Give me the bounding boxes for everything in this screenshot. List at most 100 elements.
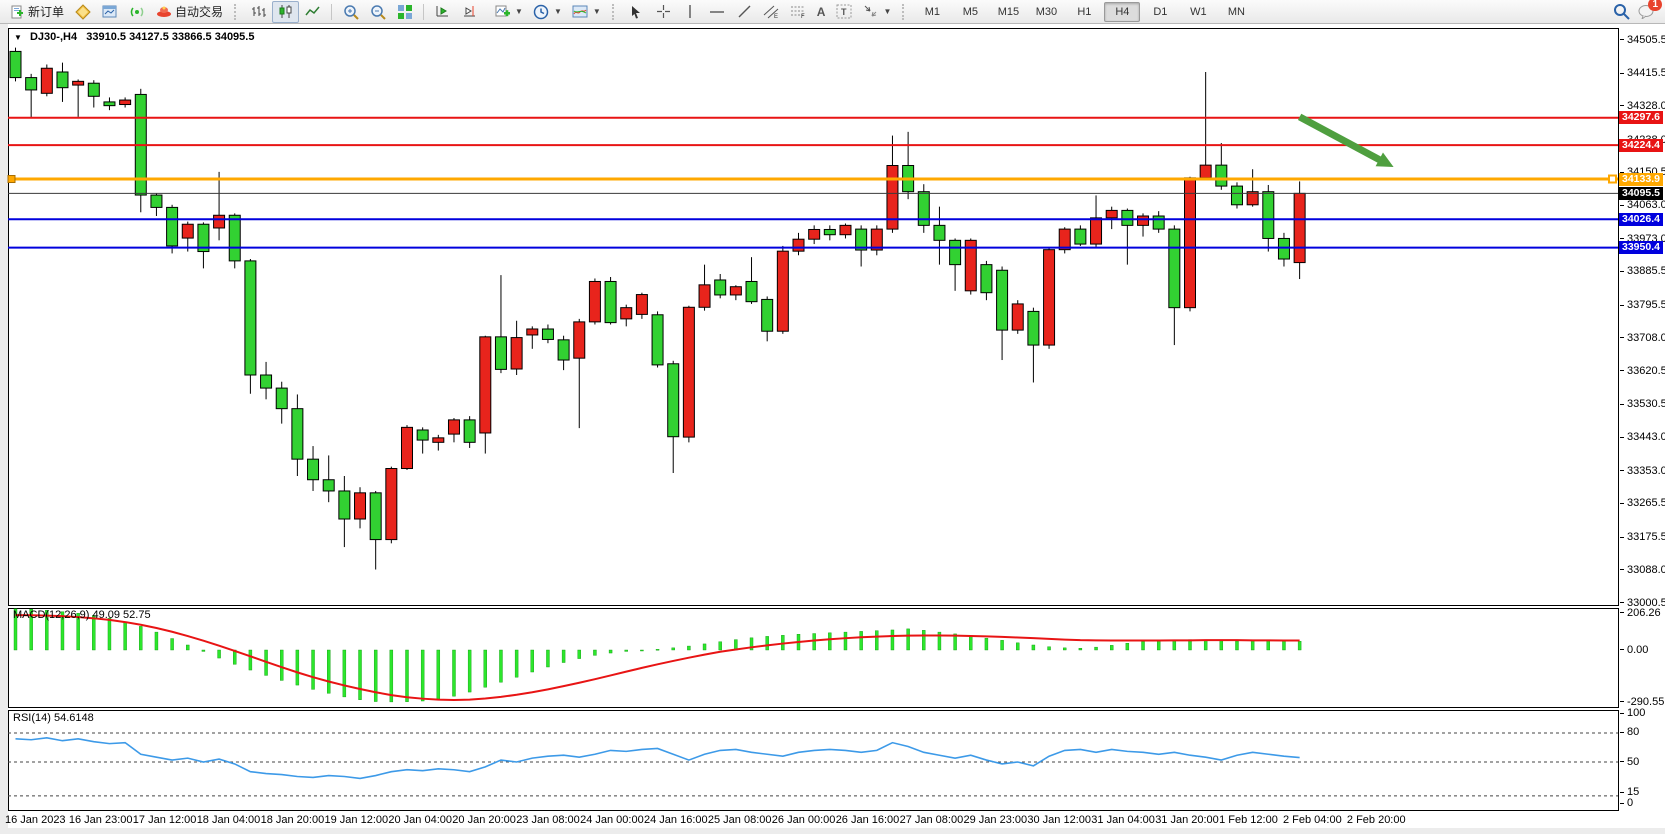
macd-histogram-bar (530, 649, 534, 673)
time-axis-label: 27 Jan 08:00 (899, 814, 964, 826)
arrows-dropdown-caret: ▼ (883, 7, 892, 16)
macd-histogram-bar (624, 649, 628, 652)
vertical-line-tool-button[interactable] (677, 1, 704, 23)
text-tool-button[interactable]: A (812, 1, 831, 23)
candle-body (447, 419, 460, 435)
candle-body (573, 321, 586, 359)
periods-button[interactable]: ▼ (528, 1, 567, 23)
trendline-icon (736, 3, 753, 20)
candle-body (792, 238, 805, 252)
zoom-in-button[interactable] (337, 1, 364, 23)
candle-body (996, 269, 1009, 331)
price-panel[interactable] (8, 28, 1619, 606)
price-axis-tick: 33000.5 (1620, 597, 1665, 609)
toolbar-separator (331, 3, 333, 20)
time-axis-label: 31 Jan 20:00 (1155, 814, 1219, 826)
toolbar-grip (902, 3, 907, 20)
macd-histogram-bar (608, 649, 613, 654)
navigator-icon (101, 3, 118, 20)
candle-body (1027, 310, 1040, 346)
navigator-button[interactable] (96, 1, 123, 23)
chart-shift-button[interactable] (456, 1, 483, 23)
new-order-button[interactable]: 新订单 (3, 1, 69, 23)
tile-windows-button[interactable] (391, 1, 418, 23)
macd-histogram-bar (1235, 640, 1239, 651)
timeframe-h4-button[interactable]: H4 (1104, 1, 1141, 22)
candle-body (588, 280, 601, 323)
macd-histogram-bar (702, 643, 707, 651)
trendline-tool-button[interactable] (731, 1, 758, 23)
timeframe-mn-button[interactable]: MN (1227, 5, 1245, 18)
timeframe-m5-button[interactable]: M5 (962, 5, 979, 18)
rsi-axis-tick: 100 (1620, 707, 1645, 719)
timeframe-m15-button[interactable]: M15 (997, 5, 1020, 18)
price-axis-tick: 33175.5 (1620, 531, 1665, 543)
candle-body (213, 214, 226, 229)
candle-body (557, 339, 570, 361)
indicators-button[interactable]: ▼ (489, 1, 528, 23)
one-click-caret-icon[interactable]: ▼ (14, 33, 22, 42)
macd-histogram-bar (577, 649, 581, 659)
macd-histogram-bar (107, 617, 112, 651)
timeframe-m1-button[interactable]: M1 (924, 5, 941, 18)
candle-body (307, 458, 320, 481)
horizontal-line-icon (709, 3, 726, 20)
arrows-tool-button[interactable]: ▼ (857, 1, 896, 23)
time-axis-label: 25 Jan 08:00 (707, 814, 772, 826)
timeframe-w1-button[interactable]: W1 (1190, 5, 1207, 18)
macd-histogram-bar (483, 649, 487, 688)
candlestick-chart-button[interactable] (272, 0, 300, 23)
search-icon[interactable] (1613, 3, 1630, 20)
market-watch-button[interactable] (69, 1, 96, 23)
macd-label: MACD(12,26,9) 49.09 52.75 (13, 609, 151, 621)
svg-text:T: T (841, 7, 847, 17)
candle-body (1199, 164, 1212, 179)
autotrading-button[interactable]: 自动交易 (150, 1, 228, 23)
signals-button[interactable] (123, 1, 150, 23)
text-label-tool-button[interactable]: T (830, 1, 857, 23)
macd-histogram-bar (1016, 642, 1020, 651)
macd-histogram-bar (60, 611, 65, 651)
notifications-button[interactable]: 1 (1638, 0, 1662, 20)
timeframe-d1-button[interactable]: D1 (1153, 5, 1168, 18)
bar-chart-button[interactable] (245, 1, 272, 23)
candle-body (354, 492, 367, 520)
timeframe-h1-button[interactable]: H1 (1077, 5, 1092, 18)
price-axis-tick: 34415.5 (1620, 67, 1665, 79)
macd-histogram-bar (1094, 646, 1098, 651)
fibonacci-tool-button[interactable]: F (785, 1, 812, 23)
macd-panel[interactable] (8, 608, 1619, 708)
candle-body (1137, 215, 1150, 226)
rsi-panel[interactable] (8, 710, 1619, 811)
macd-histogram-bar (1282, 640, 1286, 651)
macd-histogram-bar (311, 649, 315, 690)
candle-body (808, 228, 821, 240)
candle-body (150, 194, 163, 208)
candle-body (1152, 215, 1165, 230)
candle-body (275, 387, 288, 410)
macd-histogram-bar (1219, 640, 1224, 651)
macd-histogram-bar (201, 649, 206, 652)
horizontal-line-tool-button[interactable] (704, 1, 731, 23)
macd-histogram-bar (687, 645, 691, 651)
price-axis-tick: 33885.5 (1620, 265, 1665, 277)
line-handle (7, 175, 16, 184)
price-axis-tick: 33088.0 (1620, 564, 1665, 576)
equidistant-channel-tool-button[interactable]: E (758, 1, 785, 23)
price-axis-tick: 33795.5 (1620, 299, 1665, 311)
macd-histogram-bar (1047, 646, 1051, 651)
auto-scroll-button[interactable] (429, 1, 456, 23)
time-axis-label: 29 Jan 23:00 (963, 814, 1028, 826)
text-label-icon: T (835, 3, 852, 20)
timeframe-m30-button[interactable]: M30 (1035, 5, 1058, 18)
candle-body (541, 328, 554, 340)
cursor-tool-button[interactable] (623, 1, 650, 23)
crosshair-tool-button[interactable] (650, 1, 677, 23)
macd-histogram-bar (92, 615, 96, 651)
zoom-out-button[interactable] (364, 1, 391, 23)
line-chart-button[interactable] (299, 1, 326, 23)
candle-body (228, 214, 241, 262)
macd-histogram-bar (186, 644, 190, 651)
templates-button[interactable]: ▼ (567, 1, 606, 23)
